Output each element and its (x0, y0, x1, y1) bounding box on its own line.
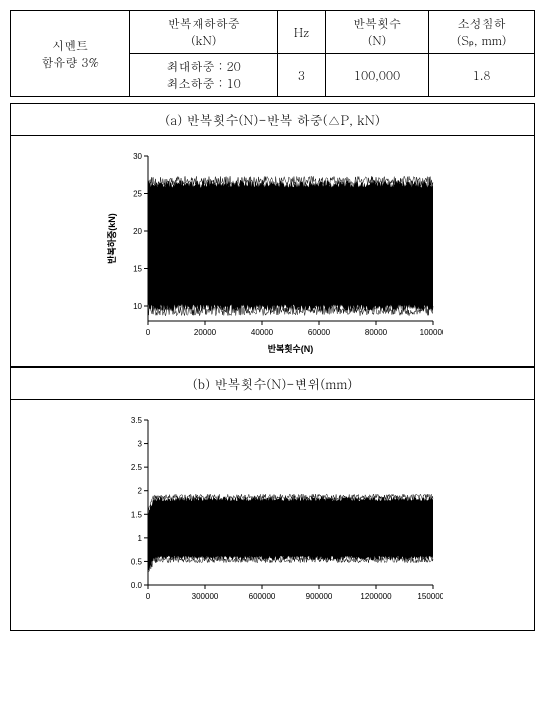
col-n-header: 반복횟수 (N) (325, 11, 428, 54)
chart-b-caption: (b) 반복횟수(N)-변위(mm) (11, 367, 534, 400)
svg-text:900000: 900000 (305, 592, 332, 601)
svg-text:300000: 300000 (191, 592, 218, 601)
svg-text:1.5: 1.5 (130, 510, 142, 519)
load-values: 최대하중 : 20 최소하중 : 10 (130, 54, 278, 97)
svg-text:1500000: 1500000 (417, 592, 443, 601)
sp-value: 1.8 (429, 54, 535, 97)
chart-b-cell: 0.0 0.5 1 1.5 2 2.5 3 3.5 0 300000 600000 900000 120… (11, 400, 534, 630)
svg-text:2: 2 (137, 487, 142, 496)
cement-l2: 함유량 3% (17, 54, 123, 71)
svg-text:60000: 60000 (307, 328, 330, 337)
svg-text:3.5: 3.5 (130, 416, 142, 425)
chart-a: 10 15 20 25 30 0 20000 40000 60000 80000 100000 반복횟… (103, 146, 443, 356)
svg-text:10: 10 (133, 302, 142, 311)
sp-header-l1: 소성침하 (435, 15, 528, 32)
n-header-l2: (N) (332, 32, 422, 49)
col-sp-header: 소성침하 (Sₚ, mm) (429, 11, 535, 54)
svg-text:1: 1 (137, 534, 142, 543)
svg-text:20: 20 (133, 227, 142, 236)
svg-text:3: 3 (137, 440, 142, 449)
svg-text:30: 30 (133, 152, 142, 161)
chart-a-cell: 10 15 20 25 30 0 20000 40000 60000 80000 100000 반복횟… (11, 136, 534, 367)
col-cement: 시멘트 함유량 3% (11, 11, 130, 97)
load-header-l2: (kN) (136, 32, 271, 49)
n-value: 100,000 (325, 54, 428, 97)
svg-text:80000: 80000 (364, 328, 387, 337)
svg-text:15: 15 (133, 265, 142, 274)
n-header-l1: 반복횟수 (332, 15, 422, 32)
load-max: 최대하중 : 20 (136, 58, 271, 75)
load-header-l1: 반복재하하중 (136, 15, 271, 32)
svg-text:0.5: 0.5 (130, 557, 142, 566)
chart-a-caption: (a) 반복횟수(N)-반복 하중(△P, kN) (11, 104, 534, 136)
sp-header-l2: (Sₚ, mm) (435, 32, 528, 49)
svg-text:반복횟수(N): 반복횟수(N) (267, 343, 313, 354)
col-hz-header: Hz (278, 11, 326, 54)
charts-container: (a) 반복횟수(N)-반복 하중(△P, kN) 10152025300200… (10, 103, 535, 631)
hz-value: 3 (278, 54, 326, 97)
parameters-table: 시멘트 함유량 3% 반복재하하중 (kN) Hz 반복횟수 (N) 소성침하 … (10, 10, 535, 97)
cement-l1: 시멘트 (17, 37, 123, 54)
svg-text:40000: 40000 (250, 328, 273, 337)
svg-text:20000: 20000 (193, 328, 216, 337)
load-min: 최소하중 : 10 (136, 75, 271, 92)
svg-text:2.5: 2.5 (130, 463, 142, 472)
svg-text:1200000: 1200000 (360, 592, 392, 601)
svg-text:반복하중(kN): 반복하중(kN) (106, 213, 117, 264)
chart-b: 0.0 0.5 1 1.5 2 2.5 3 3.5 0 300000 600000 900000 120… (103, 410, 443, 620)
svg-text:25: 25 (133, 190, 142, 199)
svg-text:0: 0 (145, 328, 150, 337)
svg-text:100000: 100000 (419, 328, 442, 337)
svg-text:600000: 600000 (248, 592, 275, 601)
svg-text:0: 0 (145, 592, 150, 601)
svg-text:0.0: 0.0 (130, 581, 142, 590)
col-load-header: 반복재하하중 (kN) (130, 11, 278, 54)
